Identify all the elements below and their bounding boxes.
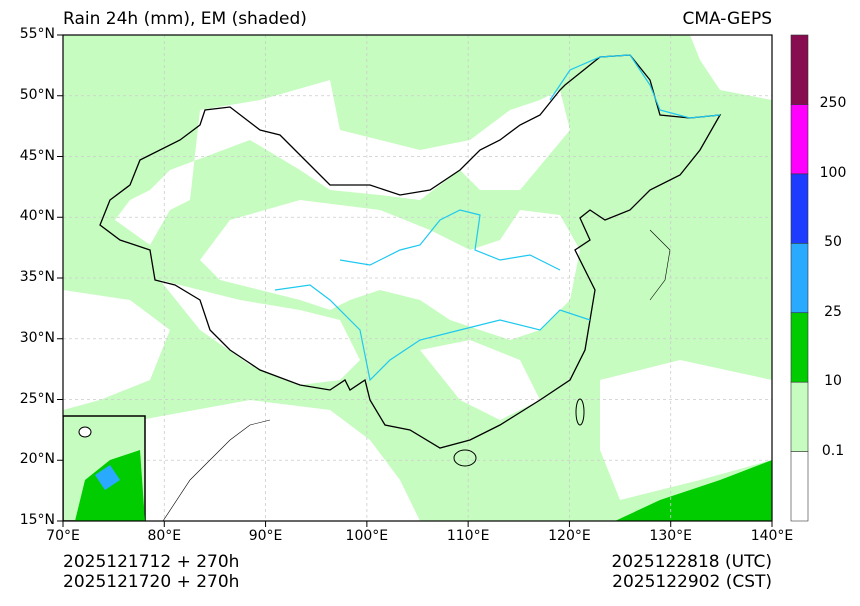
colorbar-segment — [790, 312, 809, 383]
rivers — [274, 54, 721, 382]
lon-tick-label: 140°E — [750, 528, 794, 544]
colorbar-label: 10 — [824, 373, 842, 390]
colorbar-label: 25 — [824, 303, 842, 320]
lon-tick-label: 130°E — [649, 528, 692, 544]
lat-tick-label: 20°N — [19, 451, 55, 468]
china-border — [99, 54, 722, 449]
lon-tick-label: 80°E — [147, 528, 182, 544]
lat-tick-label: 55°N — [19, 26, 55, 42]
map-title: Rain 24h (mm), EM (shaded) — [63, 9, 307, 29]
grid-lines — [63, 35, 772, 521]
colorbar-segment — [790, 451, 809, 522]
taiwan-outline — [575, 398, 585, 426]
lat-tick-label: 15°N — [19, 512, 55, 528]
colorbar-segment — [790, 173, 809, 244]
lon-tick-label: 120°E — [548, 528, 591, 544]
colorbar-segment — [790, 242, 809, 314]
colorbar-segment — [790, 34, 809, 105]
init-time-1: 2025121712 + 270h — [63, 552, 240, 572]
lon-tick-label: 100°E — [345, 528, 389, 544]
colorbar-segment — [790, 381, 809, 452]
colorbar-label: 100 — [819, 164, 847, 181]
axis-ticks — [57, 34, 773, 527]
lat-tick-label: 25°N — [19, 390, 55, 407]
valid-time-cst: 2025122902 (CST) — [612, 572, 772, 592]
korea-coastline — [649, 229, 671, 301]
colorbar — [790, 34, 809, 522]
colorbar-segment — [790, 104, 809, 175]
model-name: CMA-GEPS — [682, 9, 772, 29]
inset-south-china-sea — [63, 415, 146, 521]
rain-field-moderate — [615, 460, 772, 521]
colorbar-label: 250 — [819, 95, 847, 112]
lat-tick-label: 40°N — [19, 208, 55, 225]
lon-tick-label: 90°E — [248, 528, 283, 544]
valid-time-utc: 2025122818 (UTC) — [611, 552, 772, 572]
lat-tick-label: 35°N — [19, 269, 55, 285]
dry-areas — [63, 35, 772, 521]
lat-tick-label: 50°N — [19, 86, 55, 103]
init-time-2: 2025121720 + 270h — [63, 572, 240, 592]
colorbar-label: 0.1 — [821, 442, 845, 459]
lon-tick-label: 70°E — [46, 528, 80, 544]
lon-tick-label: 110°E — [446, 528, 490, 544]
colorbar-label: 50 — [824, 234, 842, 251]
lat-tick-label: 45°N — [19, 147, 55, 164]
lat-tick-label: 30°N — [19, 329, 55, 346]
india-coastline — [162, 419, 271, 521]
hainan-outline — [453, 449, 477, 467]
